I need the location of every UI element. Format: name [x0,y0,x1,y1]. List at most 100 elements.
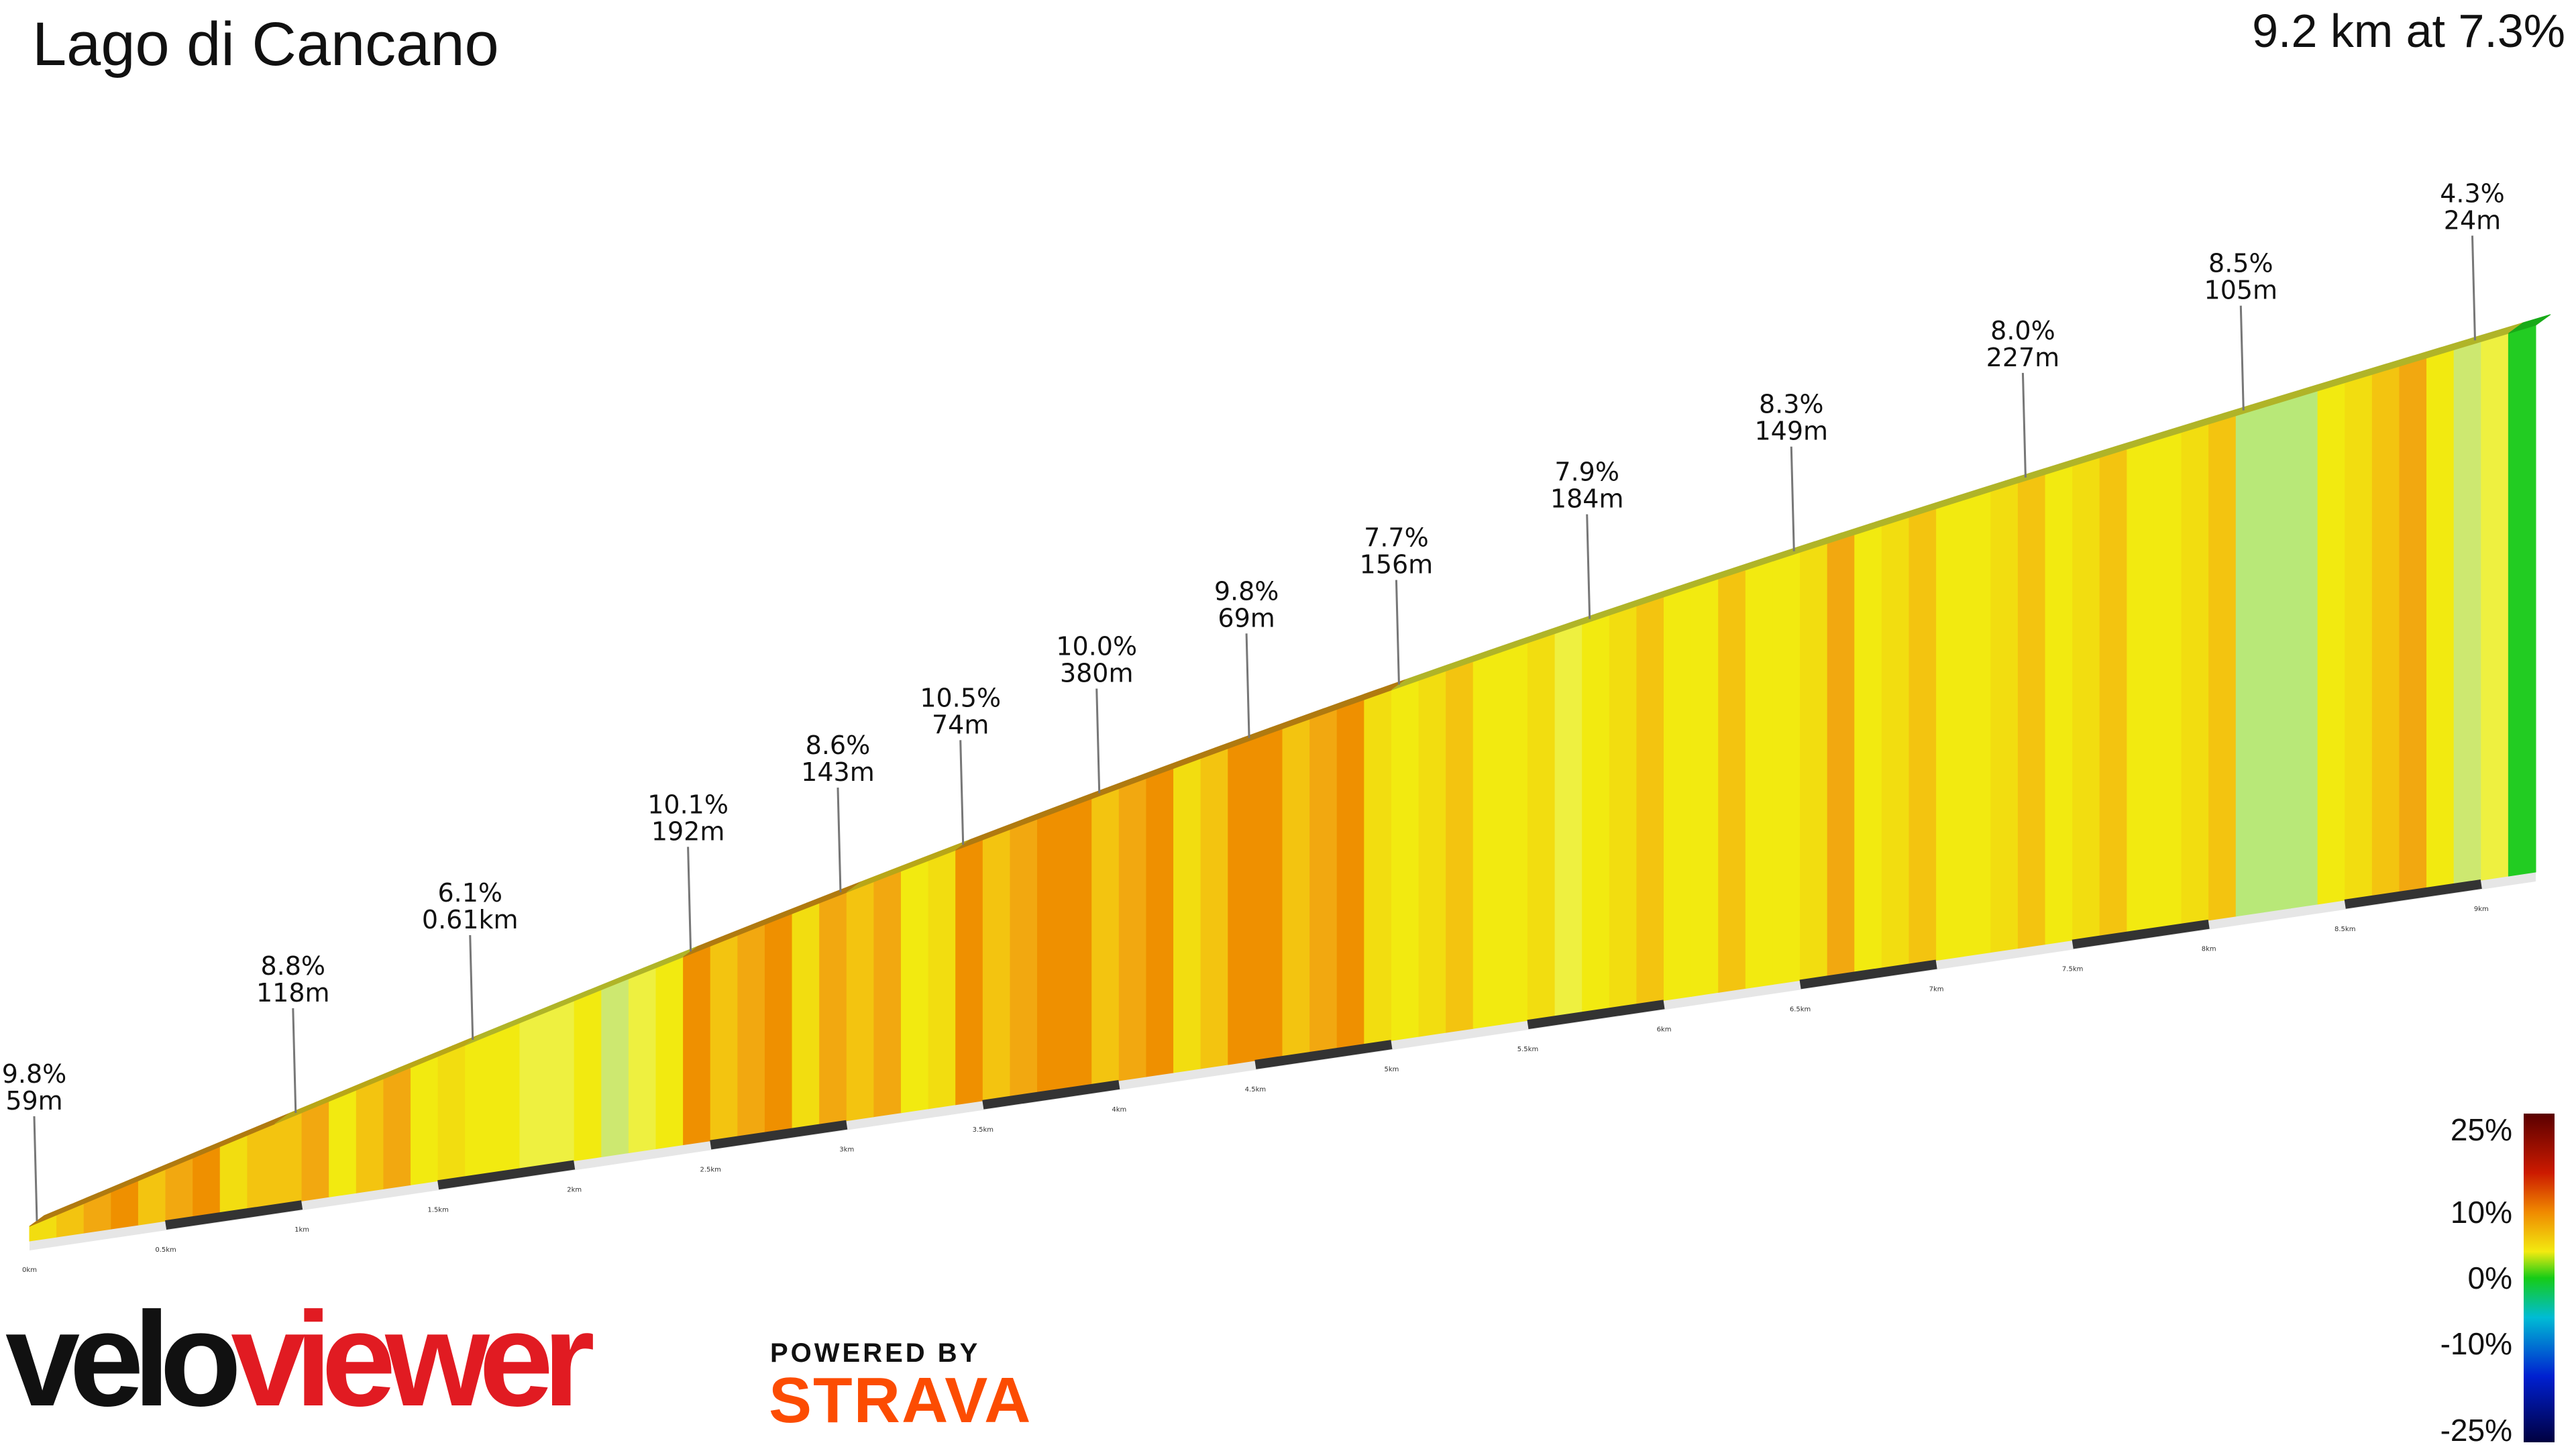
gradient-strip [2481,333,2509,881]
leader-line [469,934,474,1040]
gradient-strip [1391,680,1419,1041]
gradient-strip [1309,708,1338,1053]
gradient-strip [628,967,657,1154]
profile-top-band [29,314,2551,1227]
segment-gradient-label: 10.0% [1056,632,1137,661]
gradient-strip [2181,423,2210,925]
segment-gradient-label: 10.1% [647,790,729,819]
gradient-strip [1527,633,1556,1021]
color-scale-bar [2524,1114,2555,1442]
leader-line [1095,688,1101,794]
x-tick-label: 3km [839,1146,854,1154]
axis-bar [165,1200,303,1230]
gradient-strip [846,881,875,1122]
x-tick-label: 8.5km [2334,926,2355,933]
gradient-strip [900,860,929,1114]
x-tick-label: 4.5km [1245,1086,1266,1093]
segment-length-label: 24m [2444,205,2501,235]
color-scale-label: -25% [2440,1413,2512,1448]
gradient-strip [1500,642,1528,1025]
gradient-strip [1010,818,1038,1097]
leader-line [1586,514,1591,619]
leader-line [2239,305,2245,411]
axis-bar [2072,919,2210,949]
color-scale-label: 10% [2451,1195,2512,1230]
leader-line [837,788,842,893]
segment-length-label: 380m [1060,659,1134,688]
segment-length-label: 227m [1986,343,2060,372]
gradient-strip [1554,623,1583,1017]
x-tick-label: 0.5km [155,1246,176,1254]
segment-labels: 9.8%59m8.8%118m6.1%0.61km10.1%192m8.6%14… [2,178,2505,1222]
segment-length-label: 143m [801,757,875,787]
gradient-strip [1064,798,1093,1089]
segment-length-label: 69m [1218,603,1275,633]
gradient-strip [683,945,711,1146]
axis-bar [437,1160,576,1190]
gradient-strip [955,839,983,1106]
gradient-strip [982,828,1011,1102]
distance-axis: 0km 0.5km 1km 1.5km 2km 2.5km 3km 3.5km 4km 4.5km… [22,879,2489,1274]
gradient-strip [2045,465,2074,945]
x-tick-label: 3.5km [973,1126,994,1134]
gradient-strip [519,1011,548,1169]
gradient-strip [1173,757,1201,1073]
gradient-strip [193,1146,221,1218]
gradient-strip [1690,578,1719,997]
gradient-strip [1472,651,1501,1029]
segment-length-label: 74m [932,710,989,739]
gradient-strip [2345,374,2373,901]
segment-gradient-label: 7.9% [1554,458,1619,487]
gradient-strip [329,1089,357,1197]
x-tick-label: 7.5km [2062,966,2083,973]
gradient-strip [1636,596,1665,1005]
axis-bar [1799,959,1937,989]
gradient-strip [737,924,765,1138]
segment-length-label: 59m [5,1086,62,1116]
gradient-strip [710,934,739,1142]
x-tick-label: 6km [1657,1026,1672,1033]
x-tick-label: 5km [1384,1066,1399,1073]
leader-line [687,847,692,952]
gradient-strip [1146,767,1175,1077]
gradient-strip [1936,499,1964,961]
color-scale-label: 25% [2451,1112,2512,1147]
gradient-strip [2371,366,2400,897]
axis-bar [2344,879,2482,909]
segment-length-label: 118m [256,978,330,1008]
gradient-strip [1664,587,1692,1001]
segment-gradient-label: 4.3% [2440,178,2505,208]
gradient-strip [437,1044,466,1181]
gradient-strip [492,1022,521,1173]
gradient-strip [2072,457,2100,941]
x-tick-label: 4km [1112,1106,1126,1114]
x-tick-label: 2km [567,1186,582,1193]
gradient-strip [1963,490,1992,957]
segment-length-label: 156m [1360,550,1434,580]
gradient-strip [1827,534,1856,977]
gradient-strip [574,989,602,1162]
gradient-strip [819,892,847,1126]
gradient-strip [2399,357,2428,893]
x-tick-label: 1.5km [427,1206,448,1214]
leader-line [2021,372,2027,478]
x-tick-label: 7km [1929,986,1944,994]
gradient-color-scale: 25% 10% 0% -10% -25% [2440,1112,2555,1448]
gradient-strips [29,325,2536,1242]
gradient-strip [2235,407,2264,917]
segment-length-label: 184m [1550,484,1624,514]
x-tick-label: 5.5km [1517,1046,1538,1053]
segment-gradient-label: 8.3% [1759,390,1824,419]
gradient-strip [356,1078,384,1193]
gradient-strip [2127,440,2155,933]
gradient-strip [1254,728,1283,1061]
color-scale-label: 0% [2468,1260,2512,1295]
leader-line [1245,633,1250,739]
gradient-strip [1336,699,1365,1049]
segment-gradient-label: 8.8% [261,951,326,981]
gradient-strip [411,1055,439,1185]
gradient-strip [2508,325,2536,877]
gradient-strip [1200,747,1229,1069]
gradient-strip [247,1123,275,1210]
